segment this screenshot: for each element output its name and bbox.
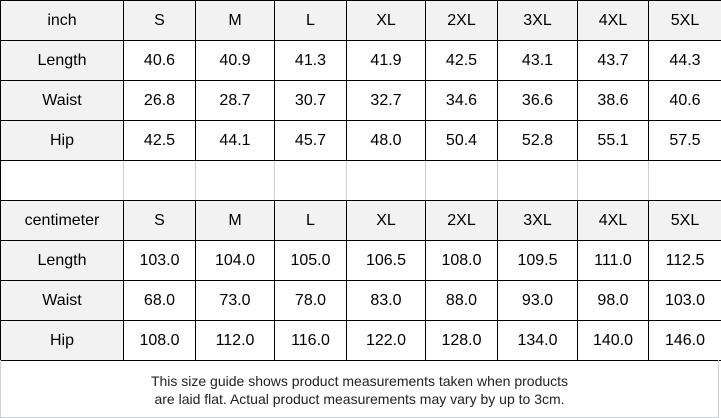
measurement-label: Waist bbox=[0, 80, 124, 121]
measurement-label: Hip bbox=[0, 120, 124, 161]
table-row: Length 103.0 104.0 105.0 106.5 108.0 109.5 111.… bbox=[0, 240, 721, 281]
measurement-value: 98.0 bbox=[577, 280, 649, 321]
measurement-value: 28.7 bbox=[195, 80, 275, 121]
measurement-value: 38.6 bbox=[577, 80, 649, 121]
centimeter-header-row: centimeter S M L XL 2XL 3XL 4XL 5XL bbox=[0, 200, 721, 241]
measurement-value: 103.0 bbox=[648, 280, 721, 321]
table-row: Waist 26.8 28.7 30.7 32.7 34.6 36.6 38.6 40.6 bbox=[0, 80, 721, 121]
spacer-row bbox=[0, 160, 721, 201]
size-guide-note: This size guide shows product measuremen… bbox=[0, 360, 719, 418]
size-header: 3XL bbox=[497, 0, 578, 41]
size-header: 4XL bbox=[577, 200, 649, 241]
measurement-value: 111.0 bbox=[577, 240, 649, 281]
size-header: 2XL bbox=[425, 200, 498, 241]
measurement-value: 122.0 bbox=[346, 320, 426, 361]
measurement-value: 78.0 bbox=[274, 280, 347, 321]
measurement-label: Waist bbox=[0, 280, 124, 321]
table-row: Hip 42.5 44.1 45.7 48.0 50.4 52.8 55.1 57.5 bbox=[0, 120, 721, 161]
measurement-value: 73.0 bbox=[195, 280, 275, 321]
measurement-value: 48.0 bbox=[346, 120, 426, 161]
measurement-value: 55.1 bbox=[577, 120, 649, 161]
measurement-value: 108.0 bbox=[123, 320, 196, 361]
measurement-value: 30.7 bbox=[274, 80, 347, 121]
measurement-value: 140.0 bbox=[577, 320, 649, 361]
size-header: L bbox=[274, 200, 347, 241]
size-chart-table: inch S M L XL 2XL 3XL 4XL 5XL Length 40.6 40.9 41.3 4… bbox=[0, 0, 721, 361]
size-header: XL bbox=[346, 0, 426, 41]
size-header: 2XL bbox=[425, 0, 498, 41]
measurement-label: Hip bbox=[0, 320, 124, 361]
measurement-value: 41.9 bbox=[346, 40, 426, 81]
table-row: Length 40.6 40.9 41.3 41.9 42.5 43.1 43.7 44.3 bbox=[0, 40, 721, 81]
measurement-value: 50.4 bbox=[425, 120, 498, 161]
measurement-value: 112.0 bbox=[195, 320, 275, 361]
measurement-value: 104.0 bbox=[195, 240, 275, 281]
measurement-value: 42.5 bbox=[123, 120, 196, 161]
empty-cell bbox=[195, 160, 275, 201]
measurement-value: 40.6 bbox=[648, 80, 721, 121]
empty-cell bbox=[648, 160, 721, 201]
empty-cell bbox=[425, 160, 498, 201]
size-header: 5XL bbox=[648, 200, 721, 241]
size-header: 3XL bbox=[497, 200, 578, 241]
empty-cell bbox=[577, 160, 649, 201]
size-header: 5XL bbox=[648, 0, 721, 41]
measurement-value: 44.1 bbox=[195, 120, 275, 161]
measurement-value: 146.0 bbox=[648, 320, 721, 361]
measurement-value: 32.7 bbox=[346, 80, 426, 121]
measurement-value: 40.6 bbox=[123, 40, 196, 81]
measurement-value: 68.0 bbox=[123, 280, 196, 321]
measurement-value: 45.7 bbox=[274, 120, 347, 161]
size-header: XL bbox=[346, 200, 426, 241]
size-header: S bbox=[123, 200, 196, 241]
measurement-value: 52.8 bbox=[497, 120, 578, 161]
measurement-value: 134.0 bbox=[497, 320, 578, 361]
measurement-value: 43.7 bbox=[577, 40, 649, 81]
measurement-value: 93.0 bbox=[497, 280, 578, 321]
measurement-value: 88.0 bbox=[425, 280, 498, 321]
unit-label: inch bbox=[0, 0, 124, 41]
note-line-1: This size guide shows product measuremen… bbox=[150, 373, 569, 389]
measurement-value: 128.0 bbox=[425, 320, 498, 361]
size-header: S bbox=[123, 0, 196, 41]
inch-header-row: inch S M L XL 2XL 3XL 4XL 5XL bbox=[0, 0, 721, 41]
measurement-value: 36.6 bbox=[497, 80, 578, 121]
table-row: Waist 68.0 73.0 78.0 83.0 88.0 93.0 98.0 103.0 bbox=[0, 280, 721, 321]
unit-label: centimeter bbox=[0, 200, 124, 241]
measurement-value: 26.8 bbox=[123, 80, 196, 121]
note-line-2: are laid flat. Actual product measuremen… bbox=[154, 391, 565, 407]
size-header: L bbox=[274, 0, 347, 41]
measurement-value: 42.5 bbox=[425, 40, 498, 81]
measurement-value: 112.5 bbox=[648, 240, 721, 281]
measurement-value: 108.0 bbox=[425, 240, 498, 281]
table-row: Hip 108.0 112.0 116.0 122.0 128.0 134.0 140.0 14… bbox=[0, 320, 721, 361]
measurement-value: 83.0 bbox=[346, 280, 426, 321]
empty-cell bbox=[274, 160, 347, 201]
measurement-value: 105.0 bbox=[274, 240, 347, 281]
measurement-value: 43.1 bbox=[497, 40, 578, 81]
measurement-value: 103.0 bbox=[123, 240, 196, 281]
measurement-value: 57.5 bbox=[648, 120, 721, 161]
empty-cell bbox=[123, 160, 196, 201]
measurement-value: 44.3 bbox=[648, 40, 721, 81]
measurement-label: Length bbox=[0, 240, 124, 281]
empty-cell bbox=[346, 160, 426, 201]
empty-cell bbox=[497, 160, 578, 201]
measurement-value: 40.9 bbox=[195, 40, 275, 81]
size-header: 4XL bbox=[577, 0, 649, 41]
measurement-value: 41.3 bbox=[274, 40, 347, 81]
measurement-value: 109.5 bbox=[497, 240, 578, 281]
size-header: M bbox=[195, 200, 275, 241]
empty-cell bbox=[0, 160, 124, 201]
measurement-value: 34.6 bbox=[425, 80, 498, 121]
size-header: M bbox=[195, 0, 275, 41]
measurement-value: 106.5 bbox=[346, 240, 426, 281]
measurement-label: Length bbox=[0, 40, 124, 81]
measurement-value: 116.0 bbox=[274, 320, 347, 361]
